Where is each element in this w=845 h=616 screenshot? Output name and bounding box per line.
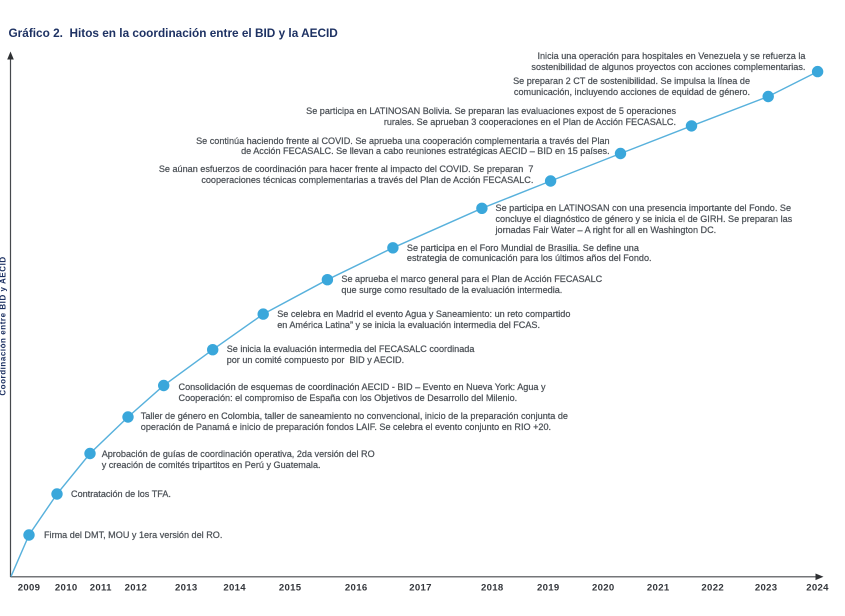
svg-text:2012: 2012 <box>125 583 148 594</box>
svg-text:2011: 2011 <box>90 583 112 594</box>
svg-text:2010: 2010 <box>55 583 78 594</box>
svg-text:2009: 2009 <box>18 583 41 594</box>
svg-text:2020: 2020 <box>592 583 615 594</box>
svg-text:2017: 2017 <box>409 583 432 594</box>
svg-text:2024: 2024 <box>806 583 829 594</box>
svg-text:2013: 2013 <box>175 583 198 594</box>
svg-text:2018: 2018 <box>481 583 504 594</box>
svg-text:2016: 2016 <box>345 583 368 594</box>
svg-text:2019: 2019 <box>537 583 560 594</box>
svg-text:2022: 2022 <box>701 583 724 594</box>
svg-text:Coordinación entre BID y AECID: Coordinación entre BID y AECID <box>0 256 8 395</box>
svg-text:2021: 2021 <box>647 583 670 594</box>
svg-text:2014: 2014 <box>223 583 246 594</box>
svg-text:2015: 2015 <box>279 583 302 594</box>
svg-text:2023: 2023 <box>755 583 778 594</box>
